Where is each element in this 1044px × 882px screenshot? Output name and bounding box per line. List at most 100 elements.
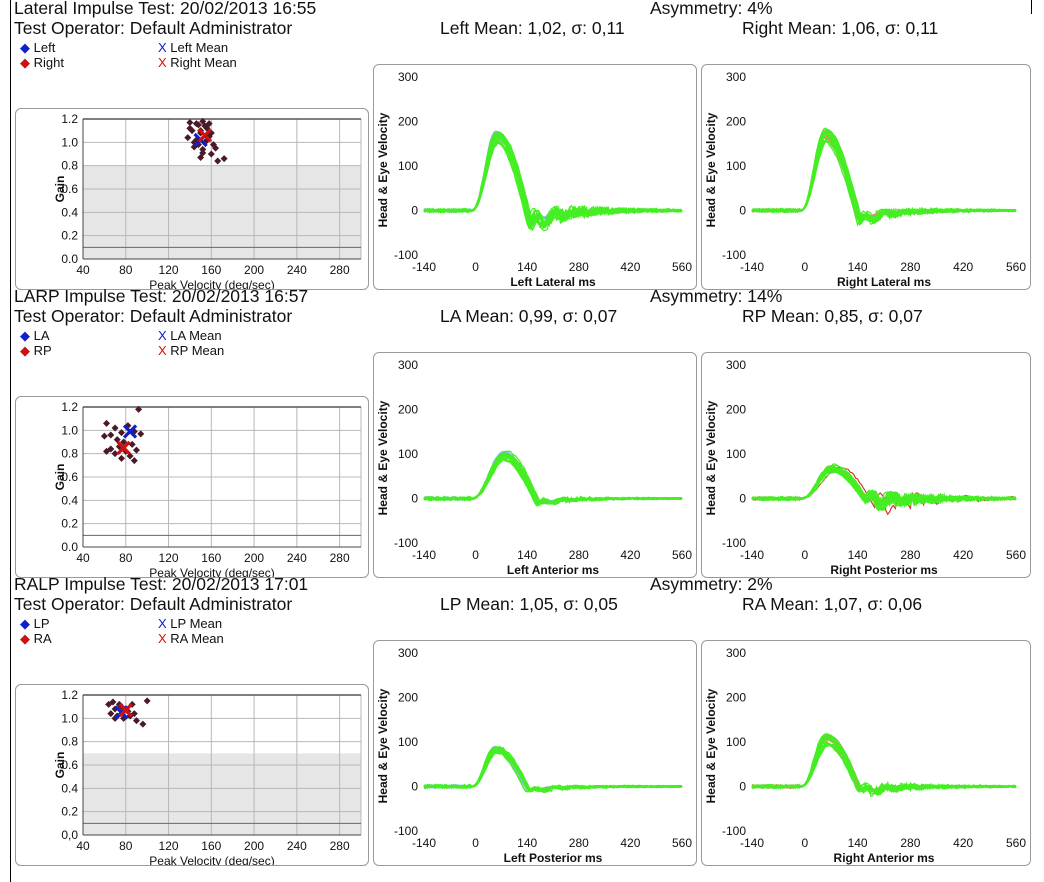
- legend-label: LA Mean: [170, 328, 222, 343]
- test-label: RALP Impulse Test:: [14, 574, 168, 594]
- head-velocity-trace: [751, 734, 1017, 791]
- x-tick-label: 240: [287, 839, 307, 853]
- y-tick-label: 300: [398, 358, 418, 372]
- velocity-trace-chart: -100 0 100 200 300 -140 0 140 280 420 560 Right Lat…: [704, 70, 1026, 289]
- x-tick-label: 280: [900, 548, 920, 562]
- gain-scatter-panel: 0.0 0.2 0.4 0.6 0.8 1.0 1.2 40 80 120 160 200 240 280…: [15, 396, 369, 580]
- x-axis-label: Left Lateral ms: [510, 275, 596, 289]
- eye-velocity-trace: [423, 747, 683, 791]
- y-tick-label: 0.6: [61, 182, 78, 196]
- x-axis-label: Left Anterior ms: [507, 563, 600, 577]
- right-velocity-panel: -100 0 100 200 300 -140 0 140 280 420 560 Right Pos…: [701, 352, 1031, 578]
- eye-velocity-trace: [423, 454, 683, 505]
- asymmetry-value: Asymmetry: 4%: [650, 0, 773, 18]
- scatter-point: [143, 697, 151, 705]
- scatter-point: [120, 714, 128, 722]
- y-tick-label: 0: [739, 204, 746, 218]
- scatter-point: [207, 150, 215, 158]
- gain-scatter-chart: 0,0 0.2 0.4 0.6 0.8 1.0 1.2 40 80 120 160 200 240 280…: [53, 688, 362, 868]
- y-tick-label: -100: [722, 824, 746, 838]
- scatter-point: [117, 429, 125, 437]
- x-tick-label: 160: [201, 839, 221, 853]
- x-axis-label: Left Posterior ms: [504, 851, 603, 865]
- y-tick-label: -100: [394, 824, 418, 838]
- head-velocity-trace: [424, 745, 683, 791]
- y-tick-label: 300: [398, 70, 418, 84]
- legend: ◆ Left ◆ Right X Left Mean X Right Mean: [20, 40, 360, 72]
- legend-right-mean: X RP Mean: [158, 343, 224, 358]
- y-tick-label: 200: [726, 115, 746, 129]
- y-tick-label: 300: [726, 70, 746, 84]
- head-velocity-trace: [751, 734, 1017, 792]
- y-tick-label: 0.4: [61, 205, 78, 219]
- scatter-point: [186, 124, 194, 132]
- diamond-marker-icon: ◆: [20, 40, 30, 55]
- operator-label: Test Operator:: [14, 18, 125, 38]
- page-border-right: [1031, 0, 1032, 14]
- velocity-trace-chart: -100 0 100 200 300 -140 0 140 280 420 560 Left Late…: [376, 70, 692, 289]
- y-tick-label: 300: [726, 646, 746, 660]
- x-tick-label: 0: [472, 260, 479, 274]
- legend-label: Left Mean: [170, 40, 229, 55]
- head-velocity-trace: [423, 455, 682, 503]
- scatter-point: [103, 447, 111, 455]
- legend-label: RA Mean: [170, 631, 224, 646]
- y-tick-label: 0.0: [61, 540, 78, 554]
- legend-left-mean: X LP Mean: [158, 616, 222, 631]
- x-tick-label: 140: [517, 260, 537, 274]
- test-title: RALP Impulse Test: 20/02/2013 17:01: [14, 574, 308, 594]
- scatter-point: [130, 457, 138, 465]
- x-tick-label: -140: [740, 548, 764, 562]
- x-tick-label: 0: [801, 548, 808, 562]
- eye-velocity-trace: [423, 452, 683, 505]
- eye-velocity-trace: [423, 457, 683, 504]
- y-tick-label: 0.8: [61, 735, 78, 749]
- y-tick-label: -100: [722, 536, 746, 550]
- y-tick-label: 200: [398, 403, 418, 417]
- right-velocity-panel: -100 0 100 200 300 -140 0 140 280 420 560 Right Lat…: [701, 64, 1031, 290]
- scatter-point: [199, 149, 207, 157]
- x-marker-icon: X: [158, 616, 167, 631]
- y-tick-label: 1.0: [61, 135, 78, 149]
- gain-scatter-chart: 0.0 0.2 0.4 0.6 0.8 1.0 1.2 40 80 120 160 200 240 280…: [53, 112, 362, 292]
- scatter-point: [111, 450, 119, 458]
- scatter-point: [111, 424, 119, 432]
- operator-name: Default Administrator: [129, 18, 293, 38]
- asymmetry-value: Asymmetry: 2%: [650, 574, 773, 594]
- scatter-point: [205, 120, 213, 128]
- y-tick-label: 1.2: [61, 400, 78, 414]
- left-velocity-panel: -100 0 100 200 300 -140 0 140 280 420 560 Left Ante…: [373, 352, 697, 578]
- velocity-trace-chart: -100 0 100 200 300 -140 0 140 280 420 560 Right Pos…: [704, 358, 1026, 577]
- legend-label: Right Mean: [170, 55, 237, 70]
- x-tick-label: 280: [900, 836, 920, 850]
- operator-label: Test Operator:: [14, 306, 125, 326]
- x-tick-label: 80: [119, 551, 133, 565]
- legend-left-series: ◆ Left: [20, 40, 55, 55]
- y-axis-label: Head & Eye Velocity: [704, 688, 718, 803]
- head-velocity-trace: [751, 135, 1017, 219]
- operator-name: Default Administrator: [129, 306, 293, 326]
- right-mean-stats: RA Mean: 1,07, σ: 0,06: [742, 594, 923, 614]
- legend-right-series: ◆ RP: [20, 343, 52, 358]
- y-tick-label: 0.6: [61, 758, 78, 772]
- right-mean-stats: Right Mean: 1,06, σ: 0,11: [742, 18, 939, 38]
- scatter-point: [109, 698, 117, 706]
- head-velocity-trace: [423, 747, 683, 790]
- x-tick-label: 560: [1006, 836, 1026, 850]
- scatter-point: [100, 432, 108, 440]
- legend-label: RP: [33, 343, 52, 358]
- scatter-point: [199, 145, 207, 153]
- x-tick-label: 120: [159, 263, 179, 277]
- x-tick-label: -140: [412, 836, 436, 850]
- scatter-point: [220, 155, 228, 163]
- x-tick-label: 40: [76, 839, 90, 853]
- x-axis-label: Right Lateral ms: [837, 275, 931, 289]
- x-tick-label: 140: [517, 836, 537, 850]
- eye-velocity-trace: [751, 735, 1017, 793]
- eye-velocity-trace: [751, 133, 1017, 222]
- test-label: Lateral Impulse Test:: [14, 0, 176, 18]
- scatter-point: [132, 717, 140, 725]
- test-operator: Test Operator: Default Administrator: [14, 594, 292, 614]
- test-title: LARP Impulse Test: 20/02/2013 16:57: [14, 286, 308, 306]
- eye-velocity-trace: [751, 128, 1017, 224]
